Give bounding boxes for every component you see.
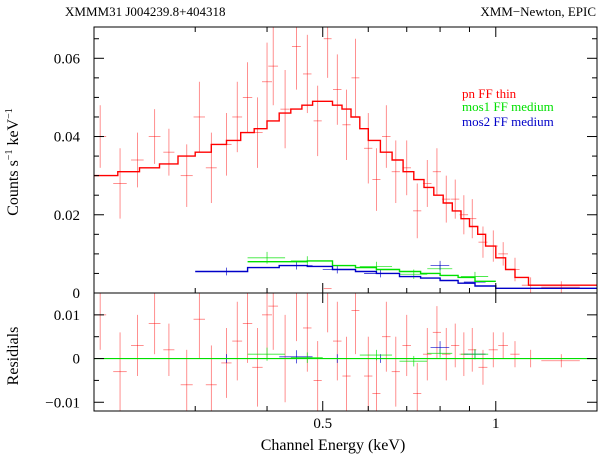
data-point-pn-15 <box>291 27 301 90</box>
resid-point-pn-0 <box>94 293 107 350</box>
data-point-pn-7 <box>205 132 217 204</box>
resid-point-mos1-5 <box>461 348 489 360</box>
resid-point-pn-6 <box>193 293 206 359</box>
legend-entry-pn: pn FF thin <box>462 86 517 101</box>
data-point-pn-13 <box>268 27 279 106</box>
resid-point-pn-11 <box>252 327 263 407</box>
x-tick-label-1: 1 <box>492 416 500 432</box>
data-point-pn-3 <box>148 109 161 164</box>
y-axis-label-residuals: Residials <box>5 327 22 386</box>
resid-point-pn-27 <box>413 362 422 411</box>
y-top-tick-label-3: 0.06 <box>54 51 81 67</box>
data-point-pn-24 <box>382 105 391 168</box>
y-top-tick-label-1: 0.02 <box>54 208 80 224</box>
resid-point-pn-30 <box>441 327 451 381</box>
x-axis-label: Channel Energy (keV) <box>261 437 406 454</box>
data-point-pn-14 <box>280 70 290 149</box>
data-point-pn-10 <box>242 62 253 133</box>
spectrum-panel <box>94 27 597 293</box>
data-point-pn-2 <box>131 132 144 188</box>
data-point-pn-39 <box>541 281 580 293</box>
data-point-pn-5 <box>180 144 193 207</box>
resid-point-pn-1 <box>113 332 127 411</box>
data-point-pn-9 <box>232 81 243 153</box>
resid-point-pn-22 <box>364 336 373 411</box>
resid-point-pn-19 <box>333 301 342 381</box>
resid-point-pn-10 <box>242 293 253 363</box>
data-point-pn-25 <box>391 140 400 204</box>
residuals-frame <box>93 292 598 412</box>
data-point-pn-36 <box>498 242 508 266</box>
legend-entry-mos1: mos1 FF medium <box>462 99 554 114</box>
resid-point-pn-4 <box>163 323 175 377</box>
resid-point-pn-13 <box>268 293 279 350</box>
y-bot-tick-label-2: 0.01 <box>54 308 80 324</box>
resid-point-pn-26 <box>402 314 411 377</box>
resid-point-mos1-1 <box>290 352 323 363</box>
resid-point-pn-15 <box>291 292 301 342</box>
instrument-name: XMM−Newton, EPIC <box>480 4 596 19</box>
tick-labels: 0.5 1 0 0.02 0.04 0.06 −0.01 0 0.01 <box>45 51 499 432</box>
y-top-tick-label-2: 0.04 <box>54 130 81 146</box>
data-point-pn-29 <box>432 148 442 196</box>
resid-point-pn-3 <box>148 293 161 355</box>
resid-point-mos1-3 <box>399 355 428 367</box>
resid-point-pn-35 <box>488 332 498 368</box>
resid-point-pn-12 <box>261 293 272 359</box>
data-point-pn-6 <box>193 81 206 153</box>
resid-point-pn-7 <box>205 345 217 411</box>
resid-point-pn-28 <box>422 327 432 381</box>
resid-point-pn-34 <box>478 349 488 385</box>
resid-point-pn-5 <box>180 349 193 411</box>
resid-point-pn-21 <box>351 293 360 355</box>
y-bot-tick-label-1: 0 <box>73 352 81 368</box>
data-point-pn-17 <box>313 85 322 157</box>
data-point-pn-1 <box>113 148 127 219</box>
data-point-pn-22 <box>364 113 373 184</box>
resid-point-pn-9 <box>232 301 243 381</box>
residuals-panel <box>94 288 597 411</box>
data-point-pn-12 <box>261 42 272 121</box>
data-point-mos2-4 <box>430 260 450 271</box>
resid-point-pn-31 <box>451 323 460 368</box>
resid-point-pn-29 <box>432 306 442 359</box>
data-point-pn-31 <box>451 179 460 219</box>
x-tick-label-0: 0.5 <box>313 416 332 432</box>
y-bot-tick-label-0: −0.01 <box>45 395 80 411</box>
resid-point-pn-18 <box>323 288 332 333</box>
resid-point-mos1-4 <box>427 348 453 358</box>
spectrum-frame <box>93 26 598 294</box>
resid-point-pn-39 <box>541 354 580 368</box>
data-point-pn-19 <box>333 54 342 125</box>
y-axis-label-spectrum: Counts s−1 keV−1 <box>4 108 22 216</box>
data-point-pn-27 <box>413 183 422 239</box>
source-name: XMMM31 J004239.8+404318 <box>65 4 225 19</box>
model-line-mos1 <box>247 260 496 282</box>
axes-frames <box>93 26 598 412</box>
data-point-pn-4 <box>163 128 175 176</box>
data-point-pn-23 <box>372 148 381 211</box>
resid-point-pn-17 <box>313 341 322 411</box>
resid-point-pn-25 <box>391 336 400 407</box>
data-point-pn-20 <box>342 89 351 160</box>
resid-point-pn-24 <box>382 301 391 372</box>
legend: pn FF thin mos1 FF medium mos2 FF medium <box>462 86 554 129</box>
legend-entry-mos2: mos2 FF medium <box>462 114 554 129</box>
resid-point-pn-23 <box>372 358 381 411</box>
data-point-pn-16 <box>303 34 312 114</box>
y-top-tick-label-0: 0 <box>73 286 81 302</box>
resid-point-pn-37 <box>510 341 520 368</box>
model-line-pn <box>94 100 597 286</box>
data-point-pn-18 <box>323 27 332 78</box>
data-point-pn-26 <box>402 140 411 196</box>
data-point-pn-21 <box>351 38 360 117</box>
resid-point-pn-20 <box>342 336 351 411</box>
model-line-mos2 <box>195 264 597 289</box>
resid-point-pn-2 <box>131 314 144 377</box>
resid-point-pn-36 <box>498 332 508 359</box>
